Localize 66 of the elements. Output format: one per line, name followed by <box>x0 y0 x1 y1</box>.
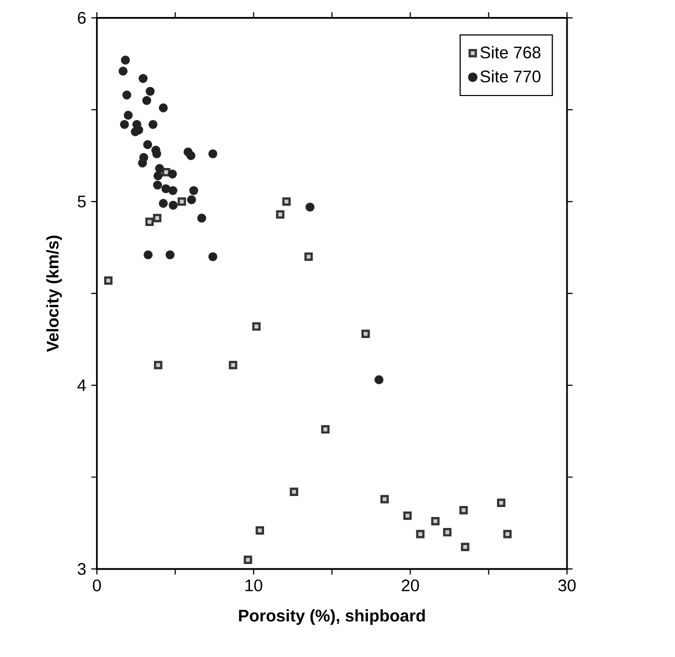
point <box>120 56 130 65</box>
x-tick-label: 30 <box>558 579 576 592</box>
point <box>306 202 314 212</box>
point <box>431 516 440 526</box>
point <box>120 120 129 129</box>
point <box>138 74 148 83</box>
point <box>189 186 198 195</box>
point <box>118 66 128 76</box>
point <box>142 96 152 105</box>
point <box>158 103 168 112</box>
point <box>503 530 512 538</box>
point <box>168 169 177 178</box>
point <box>282 197 291 206</box>
point <box>304 252 313 261</box>
point <box>145 218 154 226</box>
point <box>496 498 506 507</box>
y-tick-label: 6 <box>78 12 86 24</box>
point <box>228 360 238 370</box>
point <box>146 86 155 96</box>
point <box>380 494 389 504</box>
point <box>321 425 330 434</box>
point <box>168 200 178 210</box>
point <box>144 250 153 260</box>
x-axis-title: Porosity (%), shipboard <box>239 609 425 625</box>
point <box>178 197 186 206</box>
y-tick-label: 5 <box>78 196 86 208</box>
x-tick-label: 10 <box>246 579 262 592</box>
point <box>148 120 158 129</box>
point <box>130 127 140 136</box>
point <box>416 530 425 538</box>
point <box>374 375 384 384</box>
point <box>208 149 218 158</box>
y-tick-label: 4 <box>77 379 86 391</box>
point <box>122 90 132 100</box>
point <box>153 214 162 222</box>
x-tick-label: 20 <box>402 579 419 592</box>
point <box>124 110 133 120</box>
point <box>143 140 152 150</box>
point <box>361 330 370 338</box>
point <box>276 210 284 219</box>
point <box>166 250 175 260</box>
point <box>154 360 162 370</box>
legend-label: Site 770 <box>480 70 541 82</box>
y-axis-title: Velocity (km/s) <box>46 236 62 352</box>
point <box>443 528 452 536</box>
point <box>244 556 252 564</box>
point <box>256 526 264 535</box>
point <box>154 171 162 180</box>
point <box>252 322 261 331</box>
point <box>460 542 470 552</box>
point <box>104 276 113 285</box>
x-tick-label: 0 <box>92 579 101 592</box>
point <box>459 506 468 514</box>
point <box>158 198 168 208</box>
y-tick-label: 3 <box>78 562 86 575</box>
point <box>290 488 298 496</box>
point <box>161 184 170 194</box>
point <box>187 195 196 204</box>
point <box>208 252 218 262</box>
point <box>403 511 412 520</box>
point <box>153 180 162 190</box>
legend-label: Site 768 <box>480 46 540 58</box>
point <box>155 164 164 173</box>
point <box>197 214 206 222</box>
point <box>168 186 178 195</box>
point <box>186 151 196 160</box>
